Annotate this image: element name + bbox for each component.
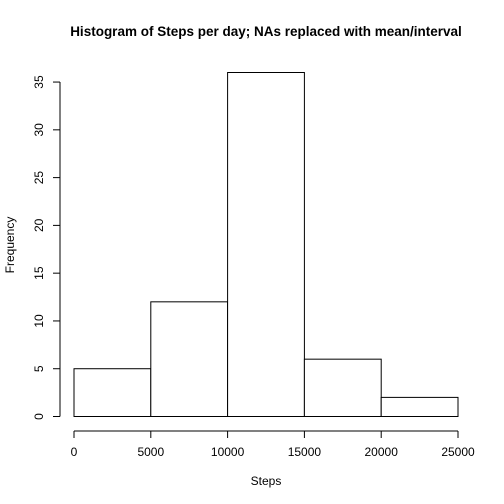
y-tick-label-4: 20: [32, 218, 46, 232]
y-tick-label-3: 15: [32, 266, 46, 280]
x-tick-label-3: 15000: [288, 445, 322, 459]
x-tick-label-0: 0: [71, 445, 78, 459]
x-tick-label-5: 25000: [441, 445, 475, 459]
y-tick-label-2: 10: [32, 314, 46, 328]
histogram-bar-3: [227, 72, 305, 417]
x-tick-label-4: 20000: [365, 445, 399, 459]
x-tick-label-2: 10000: [211, 445, 245, 459]
x-axis-label: Steps: [251, 474, 282, 488]
y-axis-label: Frequency: [3, 217, 17, 274]
y-tick-label-0: 0: [32, 413, 46, 420]
y-axis: 0 5 10 15 20 25 30 35: [32, 75, 61, 420]
histogram-bar-1: [73, 368, 152, 418]
y-tick-label-1: 5: [32, 365, 46, 372]
y-tick-label-6: 30: [32, 123, 46, 137]
histogram-bar-5: [380, 396, 459, 417]
histogram-bar-4: [303, 358, 382, 417]
y-tick-label-7: 35: [32, 75, 46, 89]
histogram-bar-2: [150, 301, 229, 418]
y-tick-label-5: 25: [32, 171, 46, 185]
x-tick-label-1: 5000: [137, 445, 164, 459]
chart-title: Histogram of Steps per day; NAs replaced…: [70, 24, 462, 39]
x-axis: 0 5000 10000 15000 20000 25000: [71, 430, 475, 459]
histogram-bars: [73, 72, 459, 418]
